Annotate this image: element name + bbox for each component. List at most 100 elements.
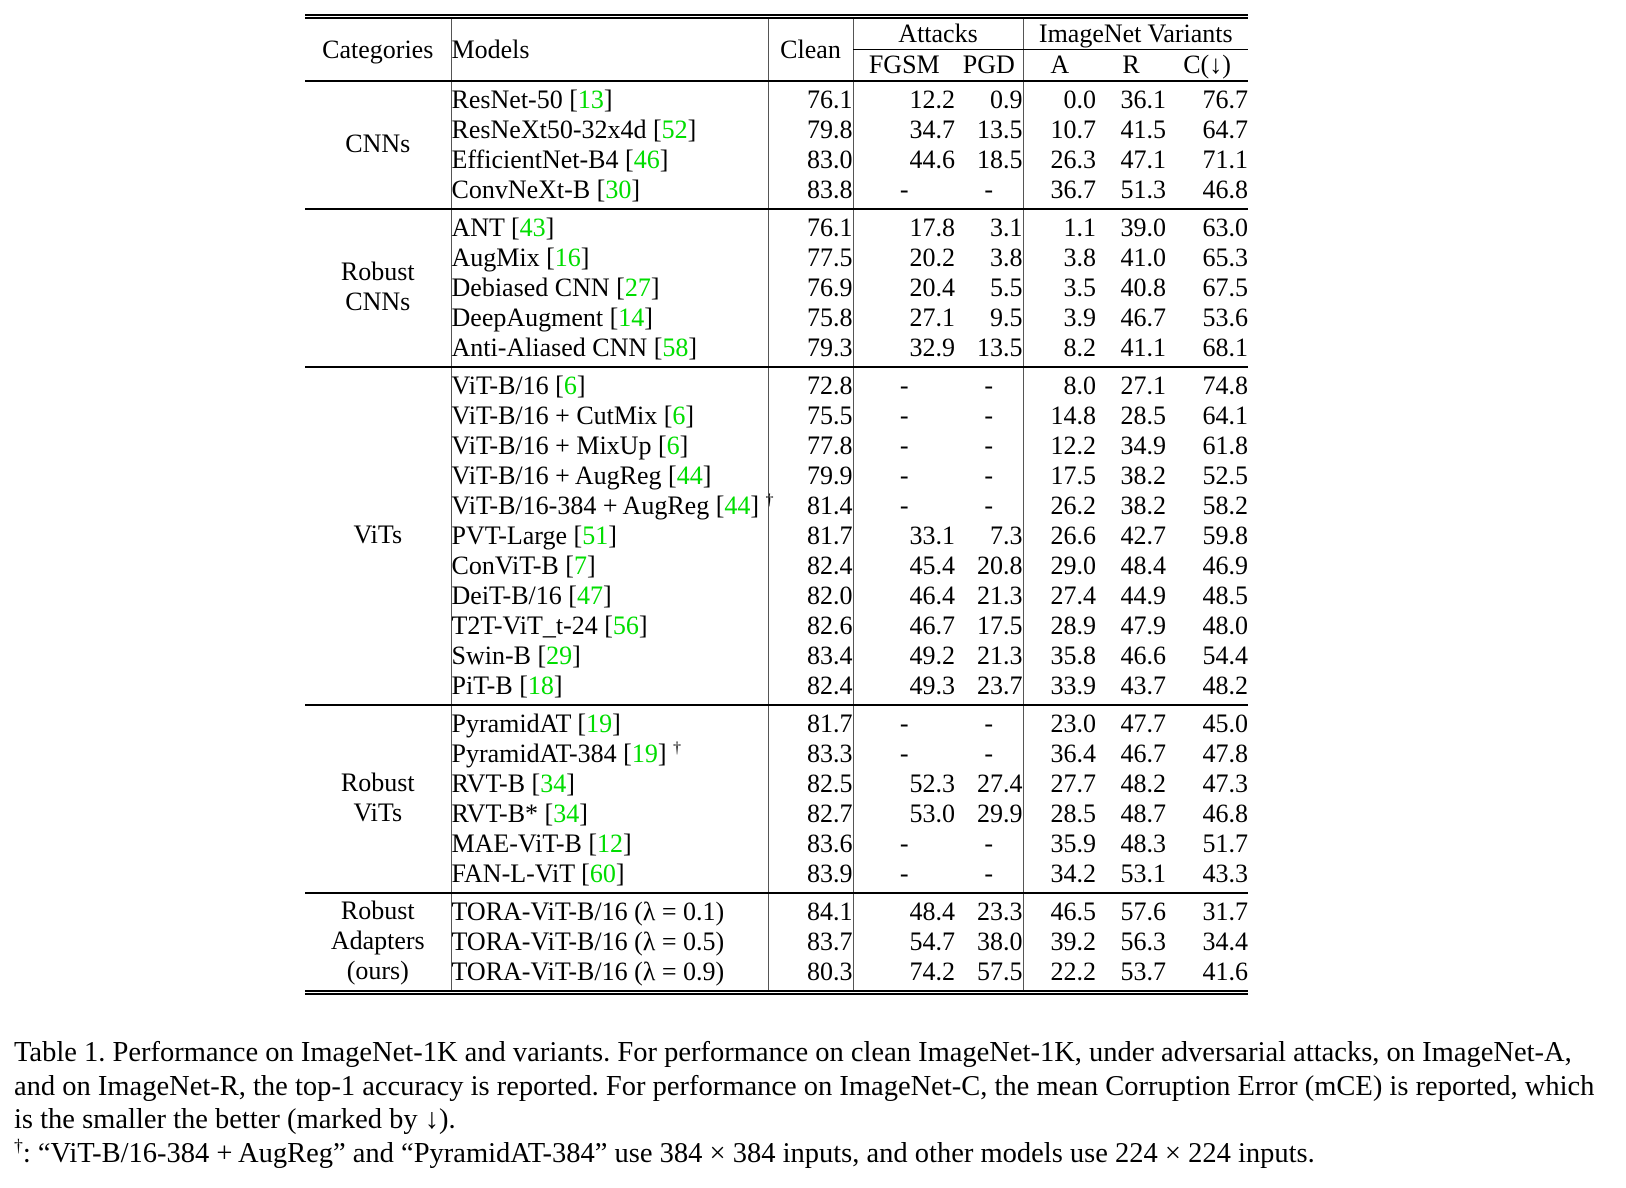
model-cell: Swin-B [29]	[450, 641, 768, 671]
pgd-value: 57.5	[955, 957, 1024, 995]
category-cell: CNNs	[305, 81, 451, 210]
r-value: 53.7	[1096, 957, 1167, 995]
clean-value: 81.4	[767, 491, 853, 521]
citation-ref: 12	[597, 829, 624, 858]
pgd-value: 27.4	[977, 769, 1023, 798]
table-caption: Table 1. Performance on ImageNet-1K and …	[14, 1036, 1614, 1171]
citation-ref: 6	[672, 401, 686, 430]
table-row: ViT-B/16 + CutMix [6] 75.5- -14.8 28.5 64.1	[305, 401, 1248, 431]
table-row: Swin-B [29] 83.4 49.2 21.3 35.8 46.6 54.4	[305, 641, 1248, 671]
col-header-a: A	[1022, 49, 1097, 82]
citation-ref: 6	[563, 371, 577, 400]
pgd-value: -	[955, 175, 1024, 210]
a-value: 34.2	[1022, 859, 1097, 894]
r-value: 43.7	[1096, 671, 1167, 706]
citation-ref: 18	[527, 671, 554, 700]
r-value: 47.1	[1120, 145, 1167, 174]
c-value: 53.6	[1202, 303, 1249, 332]
fgsm-value: -	[852, 829, 955, 859]
r-value: 48.4	[1120, 551, 1167, 580]
a-value: 33.9	[1022, 671, 1097, 706]
model-cell: T2T-ViT_t-24 [56]	[450, 611, 768, 641]
model-cell: PyramidAT-384 [19] †	[450, 739, 768, 769]
fgsm-value: -	[852, 175, 955, 210]
pgd-value: 9.5	[990, 303, 1023, 332]
c-value: 64.7	[1202, 115, 1249, 144]
table-row: ResNeXt50-32x4d [52] 79.8 34.7 13.5 10.7 41.5…	[305, 115, 1248, 145]
table-row: ViT-B/16 + AugReg [44] 79.9- -17.5 38.2 52.5	[305, 461, 1248, 491]
col-group-imagenet-variants: ImageNet Variants	[1022, 14, 1249, 50]
c-value: 59.8	[1202, 521, 1249, 550]
clean-value: 83.7	[767, 927, 853, 957]
fgsm-value: 44.6	[852, 145, 955, 175]
model-cell: RVT-B* [34]	[450, 799, 768, 829]
citation-ref: 27	[624, 273, 651, 302]
table-row: Debiased CNN [27] 76.9 20.4 5.5 3.5 40.8 67.5	[305, 273, 1248, 303]
clean-value: 82.4	[767, 551, 853, 581]
clean-value: 82.0	[767, 581, 853, 611]
r-value: 27.1	[1120, 371, 1167, 400]
col-header-models: Models	[450, 14, 768, 82]
fgsm-value: -	[852, 461, 955, 491]
a-value: 0.0	[1022, 81, 1097, 115]
clean-value: 82.7	[767, 799, 853, 829]
c-value: 43.3	[1166, 859, 1249, 894]
category-cell: Robust CNNs	[305, 209, 451, 368]
c-value: 45.0	[1202, 709, 1249, 738]
a-value: 28.9	[1022, 611, 1097, 641]
fgsm-value: 12.2	[852, 81, 955, 115]
r-value: 41.5	[1120, 115, 1167, 144]
fgsm-value: 17.8	[852, 209, 955, 243]
pgd-value: 21.3	[977, 641, 1023, 670]
a-value: 35.9	[1022, 829, 1097, 859]
a-value: 36.7	[1022, 175, 1097, 210]
citation-ref: 19	[586, 709, 613, 738]
fgsm-value: 45.4	[852, 551, 955, 581]
a-value: 3.9	[1022, 303, 1097, 333]
r-value: 36.1	[1120, 85, 1167, 114]
fgsm-value: -	[852, 491, 955, 521]
fgsm-value: -	[852, 705, 955, 739]
pgd-value: 29.9	[977, 799, 1023, 828]
clean-value: 83.4	[767, 641, 853, 671]
c-value: 67.5	[1202, 273, 1249, 302]
model-cell: ViT-B/16 + CutMix [6]	[450, 401, 768, 431]
c-value: 63.0	[1202, 213, 1249, 242]
fgsm-value: 54.7	[852, 927, 955, 957]
citation-ref: 29	[546, 641, 573, 670]
model-cell: DeiT-B/16 [47]	[450, 581, 768, 611]
r-value: 34.9	[1120, 431, 1167, 460]
table-row: EfficientNet-B4 [46] 83.0 44.6 18.5 26.3 47.1…	[305, 145, 1248, 175]
citation-ref: 52	[661, 115, 688, 144]
clean-value: 83.9	[767, 859, 853, 894]
pgd-value: -	[984, 371, 994, 400]
pgd-value: -	[984, 401, 994, 430]
table-row: ViTs ViT-B/16 [6] 72.8- -8.0 27.1 74.8	[305, 367, 1248, 706]
pgd-value: -	[984, 739, 994, 768]
r-value: 47.9	[1120, 611, 1167, 640]
table-row: Anti-Aliased CNN [58] 79.3 32.9 13.5 8.2 41.1…	[305, 333, 1249, 368]
citation-ref: 7	[573, 551, 587, 580]
r-value: 39.0	[1120, 213, 1167, 242]
col-header-fgsm: FGSM	[852, 49, 955, 82]
fgsm-value: 32.9	[852, 333, 955, 368]
table-row: AugMix [16] 77.5 20.2 3.8 3.8 41.0 65.3	[305, 243, 1248, 273]
a-value: 27.4	[1022, 581, 1097, 611]
col-header-pgd: PGD	[955, 49, 1024, 82]
a-value: 3.5	[1022, 273, 1097, 303]
citation-ref: 19	[631, 739, 658, 768]
model-cell: ResNeXt50-32x4d [52]	[450, 115, 768, 145]
clean-value: 83.0	[767, 145, 853, 175]
clean-value: 83.6	[767, 829, 853, 859]
a-value: 10.7	[1022, 115, 1097, 145]
footnote-text: : “ViT-B/16-384 + AugReg” and “PyramidAT…	[22, 1137, 1315, 1169]
c-value: 48.2	[1166, 671, 1249, 706]
caption-line: and on ImageNet-R, the top-1 accuracy is…	[14, 1070, 1595, 1102]
r-value: 46.7	[1120, 739, 1167, 768]
citation-ref: 51	[582, 521, 609, 550]
r-value: 47.7	[1120, 709, 1167, 738]
fgsm-value: 48.4	[852, 893, 955, 927]
table-row: CNNs ResNet-50 [13] 76.1 12.2 0.9 0.0 36.1 76.7	[305, 81, 1248, 210]
pgd-value: 13.5	[955, 333, 1024, 368]
r-value: 57.6	[1120, 897, 1167, 926]
